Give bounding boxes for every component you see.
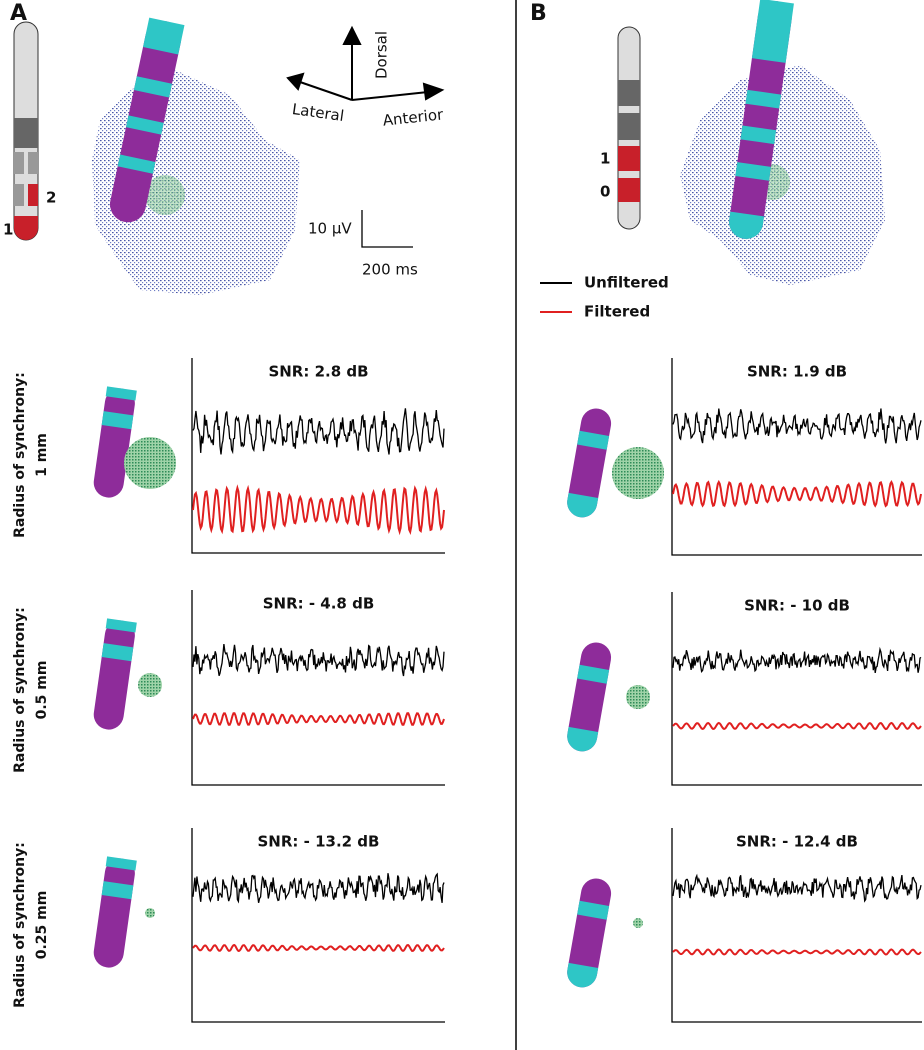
axis-label: Dorsal — [373, 31, 391, 79]
trace-unfiltered — [192, 408, 445, 455]
trace-unfiltered — [192, 872, 445, 904]
legend-label: Unfiltered — [584, 274, 669, 292]
snr-label: SNR: 2.8 dB — [268, 363, 368, 381]
electrode-model — [93, 618, 137, 730]
electrode-tip — [567, 726, 599, 752]
axis-label: Anterior — [382, 105, 445, 129]
snr-label: SNR: - 13.2 dB — [258, 833, 380, 851]
legend-label: Filtered — [584, 303, 650, 321]
electrode-contact — [105, 618, 137, 633]
scale-bar — [361, 210, 413, 248]
electrode-contact — [577, 664, 610, 684]
trace-filtered — [192, 944, 445, 952]
plot-axes — [191, 590, 445, 786]
trace-filtered — [672, 721, 922, 731]
row-label: Radius of synchrony: — [12, 607, 28, 773]
electrode-contact — [101, 881, 134, 900]
electrode-shaft — [93, 858, 135, 968]
electrode-model — [93, 386, 137, 498]
electrode-contact — [105, 386, 137, 401]
electrode-contact — [101, 411, 134, 430]
synchrony-sphere — [612, 447, 664, 499]
panel-label: B — [530, 1, 547, 26]
volume-render — [92, 17, 300, 295]
snr-label: SNR: - 4.8 dB — [263, 595, 375, 613]
electrode-shaft — [93, 388, 135, 498]
electrode-model — [567, 878, 612, 988]
electrode-model — [93, 856, 137, 968]
row-label: 1 mm — [34, 433, 50, 477]
electrode-contact — [101, 643, 134, 662]
electrode-shaft — [93, 620, 135, 730]
plot-axes — [671, 828, 922, 1023]
plot-axes — [191, 828, 445, 1023]
plot-axes — [671, 358, 922, 556]
plot-axes — [671, 592, 922, 786]
scale-label: 10 µV — [308, 220, 352, 238]
orientation-arrows — [286, 25, 445, 101]
trace-unfiltered — [672, 646, 922, 674]
plot-axes — [191, 358, 445, 554]
snr-label: SNR: - 12.4 dB — [736, 833, 858, 851]
synchrony-sphere — [626, 685, 650, 709]
electrode-tip — [567, 492, 599, 518]
electrode-contact — [577, 430, 610, 450]
trace-unfiltered — [192, 644, 445, 677]
trace-filtered — [672, 479, 922, 508]
synchrony-sphere — [124, 437, 176, 489]
snr-label: SNR: - 10 dB — [744, 597, 850, 615]
trace-filtered — [192, 712, 445, 726]
trace-filtered — [672, 948, 922, 956]
electrode-tip — [567, 962, 599, 988]
contact-label: 1 — [600, 150, 610, 168]
synchrony-sphere — [138, 673, 162, 697]
electrode-contact — [105, 856, 137, 871]
volume-render — [680, 0, 885, 285]
axis-label: Lateral — [291, 100, 345, 125]
row-label: 0.5 mm — [34, 661, 50, 720]
electrode-model — [567, 408, 612, 518]
synchrony-sphere — [633, 918, 643, 928]
electrode-contact — [577, 900, 610, 920]
electrode-schematic — [13, 21, 39, 241]
panel-label: A — [10, 1, 27, 26]
contact-label: 0 — [600, 183, 610, 201]
row-label: 0.25 mm — [34, 891, 50, 960]
electrode-schematic — [617, 26, 641, 230]
synchrony-sphere — [145, 908, 155, 918]
row-label: Radius of synchrony: — [12, 372, 28, 538]
trace-unfiltered — [672, 408, 922, 444]
contact-label: 2 — [46, 189, 56, 207]
row-label: Radius of synchrony: — [12, 842, 28, 1008]
scale-label: 200 ms — [362, 261, 418, 279]
snr-label: SNR: 1.9 dB — [747, 363, 847, 381]
trace-filtered — [192, 484, 445, 536]
contact-label: 1 — [3, 221, 13, 239]
electrode-model — [567, 642, 612, 752]
trace-unfiltered — [672, 873, 922, 903]
